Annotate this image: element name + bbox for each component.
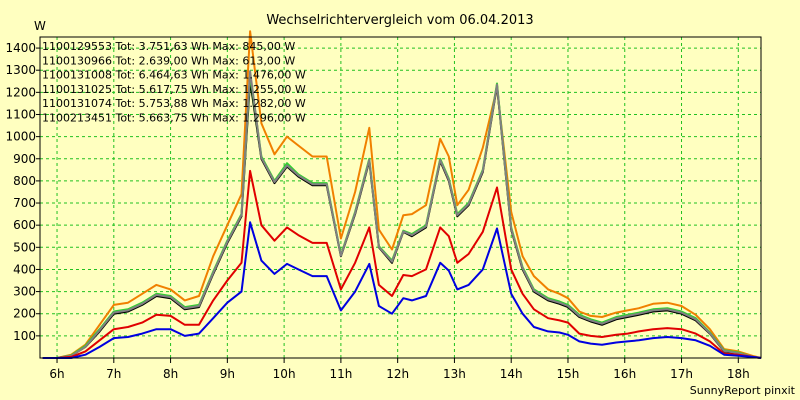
y-tick-label: 1300: [5, 63, 36, 77]
series-line-1100130966: [42, 221, 762, 359]
y-tick-label: 1000: [5, 130, 36, 144]
y-tick-label: 1200: [5, 85, 36, 99]
grid: [40, 37, 761, 358]
y-tick-label: 800: [13, 174, 36, 188]
legend-entry-1100131008: 1100131008 Tot: 6.464,63 Wh Max: 1.476,0…: [42, 69, 306, 82]
legend: 1100129553 Tot: 3.751,63 Wh Max: 845,00 …: [42, 40, 306, 125]
x-tick-label: 14h: [500, 367, 523, 381]
y-axis-ticks: 100 200 300 400 500 600 700 800 900 1000 1100 1200 1…: [5, 41, 40, 343]
x-tick-label: 13h: [443, 367, 466, 381]
x-tick-label: 7h: [106, 367, 121, 381]
x-axis-ticks: 6h 7h 8h 9h 10h 11h 12h 13h 14h 15h 16h 17h 18h: [49, 358, 750, 381]
y-tick-label: 500: [13, 240, 36, 254]
plot-frame: [39, 36, 762, 359]
y-tick-label: 900: [13, 152, 36, 166]
series-lines: [42, 30, 762, 359]
x-tick-label: 11h: [329, 367, 352, 381]
series-line-1100213451: [42, 70, 762, 359]
y-tick-label: 700: [13, 196, 36, 210]
x-tick-label: 17h: [670, 367, 693, 381]
legend-entry-1100131074: 1100131074 Tot: 5.753,88 Wh Max: 1.282,0…: [42, 97, 306, 110]
legend-entry-1100129553: 1100129553 Tot: 3.751,63 Wh Max: 845,00 …: [42, 40, 295, 53]
x-tick-label: 15h: [557, 367, 580, 381]
y-tick-label: 1100: [5, 107, 36, 121]
y-tick-label: 100: [13, 329, 36, 343]
x-tick-label: 12h: [386, 367, 409, 381]
x-tick-label: 6h: [49, 367, 64, 381]
y-tick-label: 1400: [5, 41, 36, 55]
legend-entry-1100131025: 1100131025 Tot: 5.617,75 Wh Max: 1.255,0…: [42, 83, 306, 96]
y-tick-label: 600: [13, 218, 36, 232]
legend-entry-1100130966: 1100130966 Tot: 2.639,00 Wh Max: 613,00 …: [42, 54, 295, 67]
y-axis-label: W: [34, 19, 46, 33]
x-tick-label: 8h: [163, 367, 178, 381]
footer-credit: SunnyReport pinxit: [690, 384, 796, 397]
plot-area: [40, 37, 761, 358]
x-tick-label: 9h: [220, 367, 235, 381]
y-tick-label: 400: [13, 262, 36, 276]
x-tick-label: 16h: [613, 367, 636, 381]
y-tick-label: 200: [13, 307, 36, 321]
y-tick-label: 300: [13, 285, 36, 299]
x-tick-label: 10h: [273, 367, 296, 381]
series-line-1100129553: [42, 169, 762, 359]
legend-entry-1100213451: 1100213451 Tot: 5.663,75 Wh Max: 1.296,0…: [42, 112, 306, 125]
series-line-1100131008: [42, 30, 762, 359]
chart-title: Wechselrichtervergleich vom 06.04.2013: [266, 13, 533, 28]
x-tick-label: 18h: [727, 367, 750, 381]
